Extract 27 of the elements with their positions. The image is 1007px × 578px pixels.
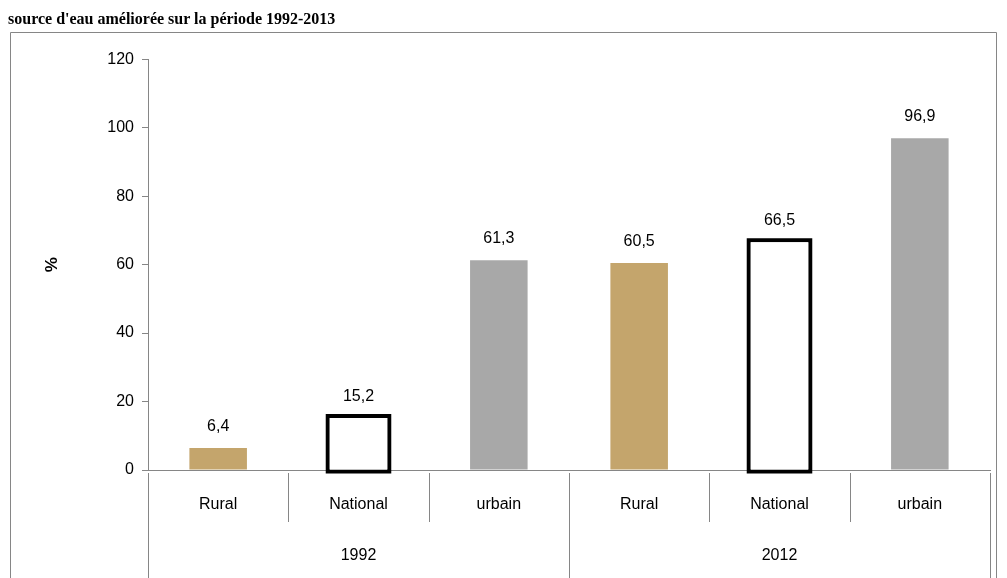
bar [189, 448, 247, 470]
y-tick-label: 20 [116, 391, 135, 409]
y-axis-title: % [41, 257, 61, 273]
data-label: 60,5 [623, 231, 655, 249]
data-label: 15,2 [342, 386, 375, 404]
series-label: urbain [476, 495, 522, 513]
y-tick-label: 80 [116, 186, 135, 204]
series-label: Rural [199, 495, 238, 513]
data-label: 66,5 [763, 211, 796, 229]
bar [470, 260, 528, 470]
series-label: National [329, 495, 388, 513]
text: National [750, 495, 809, 513]
y-tick-label: 120 [107, 49, 135, 67]
bar [891, 138, 949, 470]
x-tick-label: 2012 [761, 546, 798, 564]
bar [610, 262, 668, 470]
y-tick-label: 0 [125, 460, 135, 478]
x-tick-label: 1992 [340, 546, 377, 564]
y-tick-label: 60 [116, 255, 135, 273]
data-label: 6,4 [207, 417, 230, 435]
data-label: 61,3 [483, 229, 515, 247]
chart-title: source d'eau améliorée sur la période 1992-2013 [8, 9, 336, 28]
y-tick-label: 100 [107, 118, 135, 136]
data-label: 96,9 [904, 107, 936, 125]
y-tick-label: 40 [116, 323, 135, 341]
text: Rural [620, 495, 659, 513]
text: urbain [897, 495, 943, 513]
